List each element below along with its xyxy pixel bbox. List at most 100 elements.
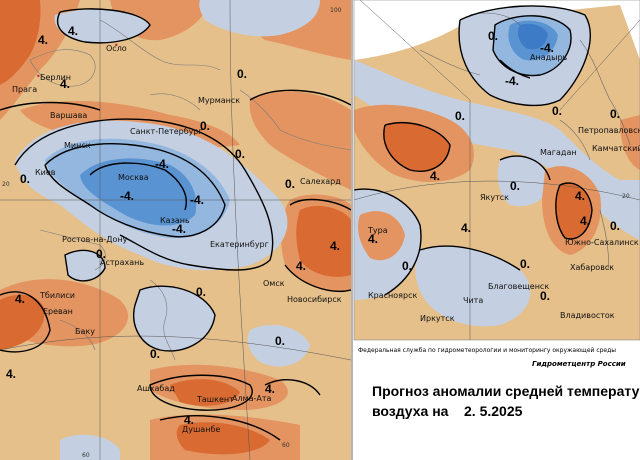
graticule-label: 60 [82, 452, 90, 459]
city-yakutsk: Якутск [480, 193, 509, 202]
city-spb: Санкт-Петербург [130, 127, 203, 136]
city-praga: Прага [12, 85, 37, 94]
contour-label: 0. [510, 179, 520, 193]
city-rostov: Ростов-на-Дону [62, 235, 128, 244]
title-line-1: Прогноз аномалии средней температуры [372, 383, 640, 399]
contour-label: 4. [6, 367, 16, 381]
contour-label: 4. [575, 189, 585, 203]
graticule-label: 20 [2, 181, 10, 188]
contour-label: 0. [150, 347, 160, 361]
contour-label: 4. [68, 24, 78, 38]
cold-area [133, 286, 215, 351]
panel-divider [351, 0, 354, 460]
graticule-label: 20 [622, 193, 630, 200]
city-chita: Чита [463, 296, 483, 305]
city-yuzhno: Южно-Сахалинск [565, 238, 639, 247]
map-east: Анадырь Петропавловск Магадан Камчатский… [354, 0, 640, 340]
cold-area [518, 23, 548, 50]
city-minsk: Минск [64, 141, 91, 150]
cold-area [497, 156, 550, 207]
city-tbilisi: Тбилиси [39, 291, 75, 300]
contour-label: 0. [488, 29, 498, 43]
warm-area [555, 182, 592, 239]
city-krasnoyarsk: Красноярск [368, 291, 417, 300]
city-novosib: Новосибирск [287, 295, 342, 304]
contour-label: 4. [296, 259, 306, 273]
title-line-2: воздуха на 2. 5.2025 [372, 403, 523, 419]
city-kiev: Киев [35, 168, 56, 177]
contour-label: 0. [402, 259, 412, 273]
contour-label: 0. [610, 107, 620, 121]
contour-label: 4. [330, 239, 340, 253]
contour-label: 0. [237, 67, 247, 81]
contour-label: 4. [461, 221, 471, 235]
contour-label: -4. [172, 222, 186, 236]
contour-label: 4. [580, 214, 590, 228]
warm-area [620, 115, 640, 170]
contour-label: 0. [285, 177, 295, 191]
cold-area [80, 158, 197, 226]
contour-label: 0. [275, 334, 285, 348]
warm-area [0, 294, 45, 350]
contour-label: 4. [60, 77, 70, 91]
city-erevan: Ереван [43, 307, 73, 316]
city-khabarovsk: Хабаровск [570, 263, 614, 272]
city-vladivostok: Владивосток [560, 311, 615, 320]
warm-area [249, 91, 351, 190]
city-dot: • [114, 41, 119, 50]
city-salekhard: Салехард [300, 177, 341, 186]
agency-text: Федеральная служба по гидрометеорологии … [358, 347, 616, 354]
contour-label: -4. [120, 189, 134, 203]
contour-label: -4. [190, 193, 204, 207]
city-blagoveshchensk: Благовещенск [488, 282, 549, 291]
contour-label: 0. [20, 172, 30, 186]
city-varshava: Варшава [50, 111, 87, 120]
contour-label: 0. [540, 289, 550, 303]
city-petropavlovsk: Петропавловск [578, 126, 640, 135]
city-ekb: Екатеринбург [210, 240, 269, 249]
graticule [354, 0, 640, 340]
city-irkutsk: Иркутск [420, 314, 455, 323]
warm-area [0, 0, 41, 85]
contour-label: 0. [520, 257, 530, 271]
contour-label: 0. [552, 104, 562, 118]
warm-area [358, 211, 405, 261]
city-baku: Баку [75, 327, 95, 336]
caption-area: Федеральная служба по гидрометеорологии … [358, 347, 640, 419]
warm-area [296, 205, 351, 277]
city-ashgabad: Ашхабад [137, 384, 175, 393]
cold-area [60, 434, 120, 460]
city-kamchatsky: Камчатский [592, 144, 640, 153]
city-kazan: Казань [160, 216, 190, 225]
city-murmansk: Мурманск [198, 96, 240, 105]
graticule-label: 100 [330, 7, 342, 14]
city-anadyr: Анадырь [530, 53, 568, 62]
contour-label: -4. [155, 157, 169, 171]
isolines [354, 5, 593, 296]
contour-label: 4. [15, 292, 25, 306]
city-dushanbe: Душанбе [182, 425, 220, 434]
contour-label: 4. [368, 232, 378, 246]
center-name: Гидрометцентр России [532, 360, 626, 368]
contour-label: 0. [200, 119, 210, 133]
graticule [0, 0, 351, 460]
cold-area [415, 246, 531, 327]
city-tashkent: Ташкент [196, 395, 234, 404]
warm-area [176, 422, 270, 455]
city-omsk: Омск [263, 279, 285, 288]
contour-label: 0. [455, 109, 465, 123]
contour-label: -4. [540, 41, 554, 55]
contour-label: 4. [38, 33, 48, 47]
graticule-label: 60 [282, 442, 290, 449]
cold-area [199, 0, 320, 37]
city-dot: • [36, 72, 41, 81]
warm-area [383, 122, 450, 172]
city-almaata: Алма-Ата [232, 394, 272, 403]
contour-label: -4. [505, 74, 519, 88]
city-magadan: Магадан [540, 148, 577, 157]
cold-area [247, 325, 310, 367]
contour-label: 0. [96, 247, 106, 261]
city-tura: Тура [367, 226, 388, 235]
